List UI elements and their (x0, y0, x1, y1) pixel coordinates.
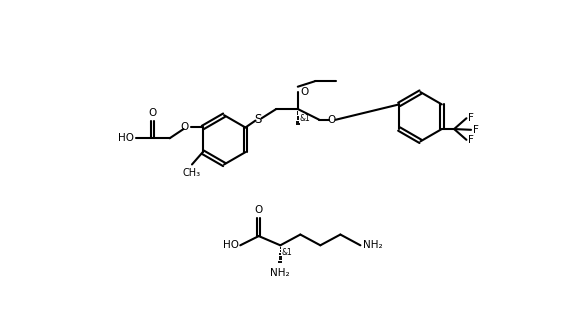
Text: O: O (328, 115, 336, 125)
Text: &1: &1 (299, 114, 310, 123)
Text: HO: HO (118, 133, 134, 143)
Text: HO: HO (223, 240, 239, 250)
Text: CH₃: CH₃ (183, 168, 201, 178)
Text: NH₂: NH₂ (270, 268, 290, 278)
Text: O: O (300, 87, 309, 97)
Text: F: F (468, 135, 474, 145)
Text: F: F (468, 113, 474, 123)
Text: NH₂: NH₂ (364, 240, 383, 250)
Text: &1: &1 (282, 248, 292, 257)
Text: O: O (255, 205, 263, 214)
Text: S: S (254, 113, 262, 126)
Text: O: O (148, 108, 157, 118)
Text: O: O (180, 122, 188, 132)
Text: F: F (473, 125, 478, 135)
